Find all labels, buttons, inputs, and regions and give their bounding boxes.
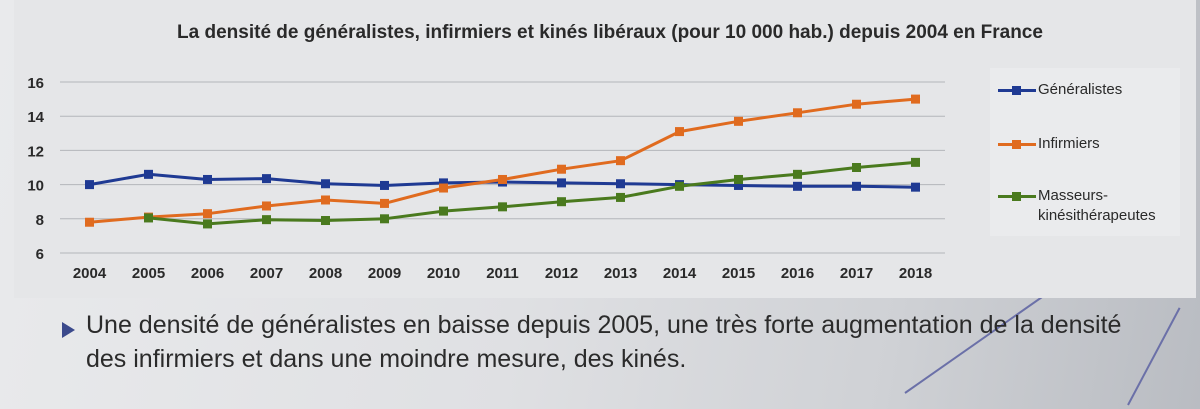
- data-point-series-1: [734, 180, 743, 190]
- bullet-arrow-icon: [62, 322, 75, 338]
- data-point-series-3: [734, 174, 743, 184]
- x-tick-label: 2014: [663, 265, 697, 282]
- data-point-series-3: [144, 213, 153, 223]
- series-line-3: [148, 160, 916, 226]
- data-point-series-2: [557, 164, 566, 174]
- y-tick-label: 14: [27, 109, 44, 126]
- data-point-series-3: [321, 216, 330, 226]
- data-point-series-2: [262, 201, 271, 211]
- legend-swatch-infirmiers: [998, 140, 1036, 149]
- x-tick-label: 2018: [899, 265, 932, 282]
- x-tick-label: 2013: [604, 265, 637, 282]
- x-tick-label: 2007: [250, 265, 283, 282]
- data-point-series-1: [439, 178, 448, 188]
- data-point-series-3: [557, 197, 566, 207]
- y-tick-label: 16: [27, 75, 44, 92]
- data-point-series-1: [262, 174, 271, 184]
- x-tick-label: 2010: [427, 265, 460, 282]
- data-point-series-2: [498, 174, 507, 184]
- data-point-series-3: [498, 202, 507, 212]
- data-point-series-3: [911, 157, 920, 167]
- data-point-series-2: [793, 108, 802, 118]
- x-tick-label: 2017: [840, 265, 873, 282]
- legend-label-masseurs: Masseurs-kinésithérapeutes: [1038, 187, 1156, 224]
- legend-swatch-generalistes: [998, 86, 1036, 95]
- data-point-series-2: [911, 94, 920, 104]
- data-point-series-3: [675, 181, 684, 191]
- chart-title: La densité de généralistes, infirmiers e…: [177, 22, 1043, 43]
- data-point-series-2: [203, 209, 212, 219]
- data-point-series-2: [439, 183, 448, 193]
- data-point-series-1: [852, 181, 861, 191]
- bullet-text: Une densité de généralistes en baisse de…: [86, 311, 1122, 373]
- data-point-series-3: [793, 169, 802, 179]
- data-point-series-2: [852, 99, 861, 109]
- line-chart: 6 8 10 12 14 16 2004 2005 2006 2007 2008 2009 2010 20…: [27, 75, 945, 282]
- data-point-series-2: [675, 127, 684, 137]
- x-tick-label: 2009: [368, 265, 401, 282]
- data-point-series-2: [734, 116, 743, 126]
- y-tick-label: 8: [36, 212, 44, 229]
- x-tick-label: 2008: [309, 265, 342, 282]
- chart-legend: Généralistes Infirmiers Masseurs-kinésit…: [990, 68, 1180, 236]
- data-point-series-3: [439, 206, 448, 216]
- x-tick-label: 2005: [132, 265, 165, 282]
- data-point-series-1: [203, 174, 212, 184]
- data-point-series-3: [380, 214, 389, 224]
- y-tick-label: 10: [27, 178, 44, 195]
- legend-swatch-masseurs: [998, 192, 1036, 201]
- data-point-series-1: [85, 180, 94, 190]
- x-tick-label: 2011: [486, 265, 519, 282]
- x-tick-label: 2012: [545, 265, 578, 282]
- data-point-series-1: [616, 179, 625, 189]
- data-point-series-1: [911, 182, 920, 192]
- data-point-series-1: [380, 180, 389, 190]
- legend-label-infirmiers: Infirmiers: [1038, 135, 1100, 152]
- y-tick-label: 6: [36, 246, 44, 263]
- data-point-series-1: [144, 169, 153, 179]
- data-point-series-3: [262, 215, 271, 225]
- x-tick-label: 2015: [722, 265, 755, 282]
- data-point-series-2: [85, 217, 94, 227]
- data-point-series-2: [380, 198, 389, 208]
- data-point-series-1: [321, 179, 330, 189]
- x-tick-label: 2016: [781, 265, 814, 282]
- x-tick-label: 2006: [191, 265, 224, 282]
- data-point-series-3: [203, 219, 212, 229]
- data-point-series-3: [852, 163, 861, 172]
- y-tick-label: 12: [27, 143, 44, 160]
- data-point-series-2: [321, 195, 330, 205]
- data-point-series-1: [557, 178, 566, 188]
- data-point-series-1: [793, 181, 802, 191]
- data-point-series-3: [616, 192, 625, 202]
- x-tick-label: 2004: [73, 265, 107, 282]
- legend-label-generalistes: Généralistes: [1038, 81, 1123, 98]
- data-point-series-2: [616, 156, 625, 166]
